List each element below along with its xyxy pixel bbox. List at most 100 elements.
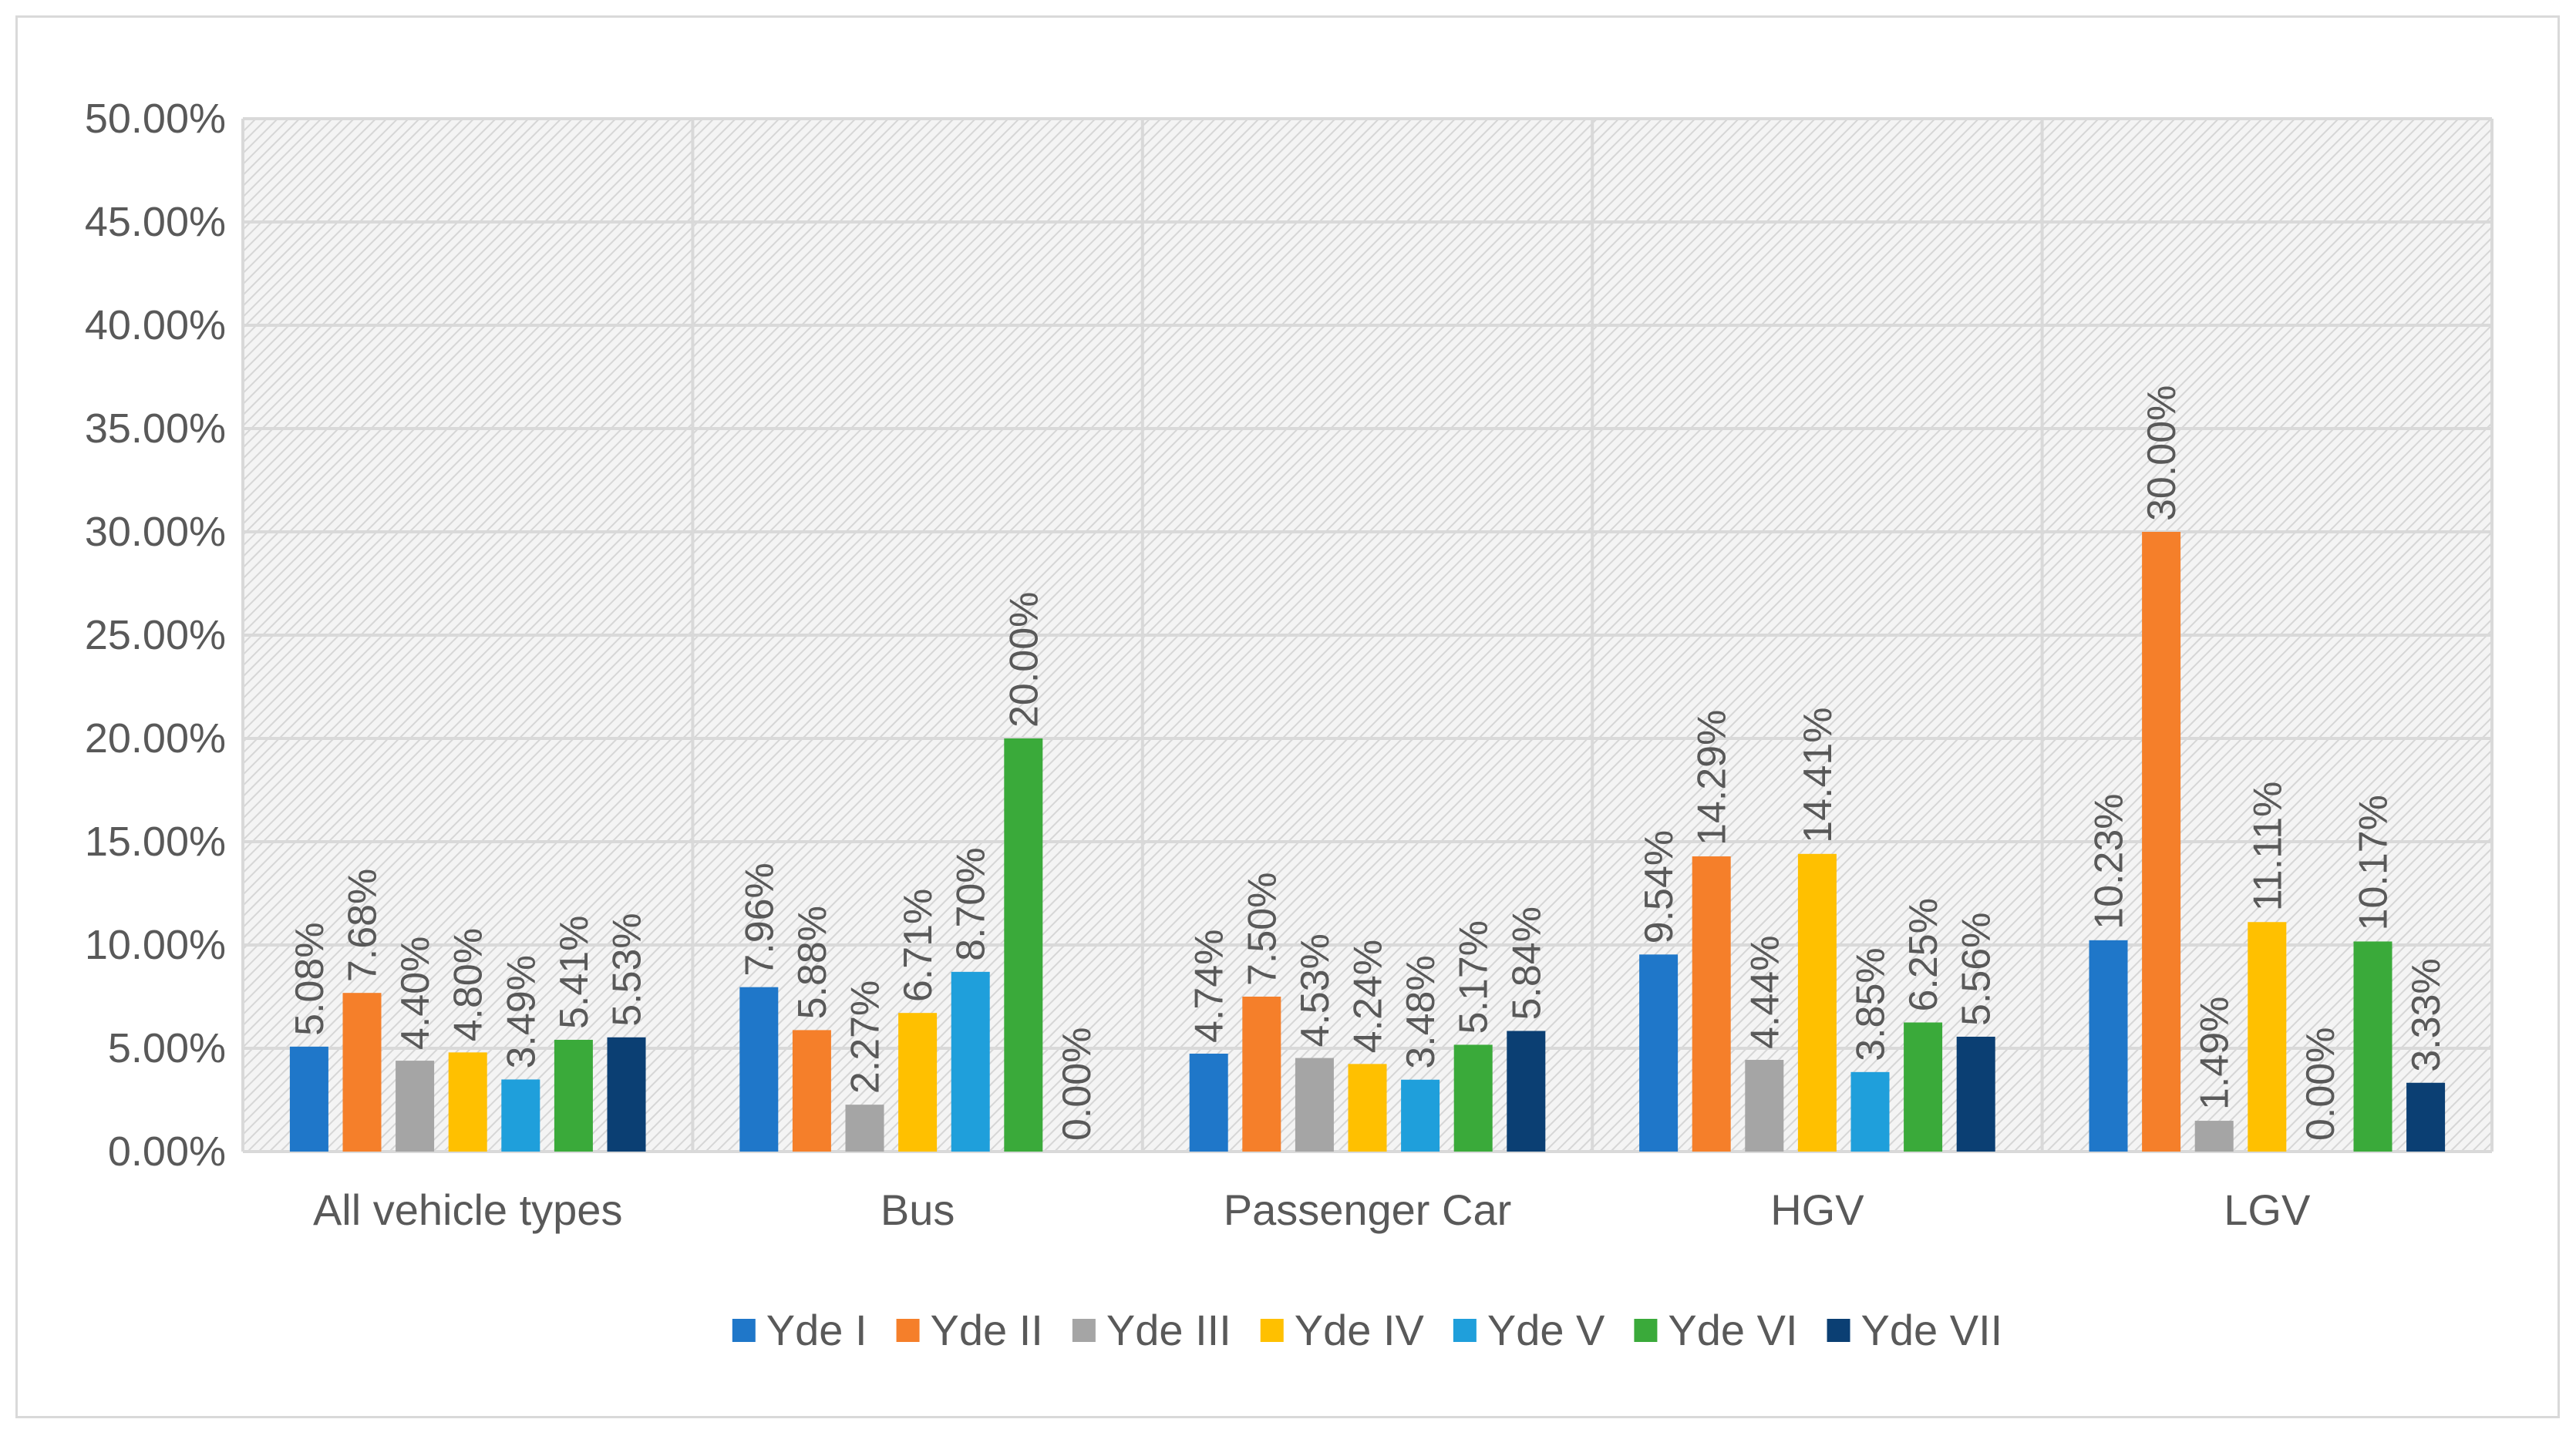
legend-label: Yde IV	[1295, 1306, 1425, 1354]
x-category-label: Passenger Car	[1224, 1185, 1512, 1234]
legend-label: Yde VII	[1861, 1306, 2003, 1354]
y-tick-label: 10.00%	[85, 922, 226, 968]
data-label: 6.25%	[1901, 898, 1946, 1011]
bar	[1242, 997, 1281, 1152]
legend-label: Yde V	[1487, 1306, 1605, 1354]
legend-swatch	[1072, 1319, 1096, 1342]
data-label: 3.49%	[499, 955, 544, 1068]
legend-swatch	[1634, 1319, 1658, 1342]
y-tick-label: 40.00%	[85, 302, 226, 348]
data-label: 1.49%	[2193, 997, 2238, 1110]
data-label: 7.96%	[737, 863, 782, 976]
legend-label: Yde III	[1106, 1306, 1231, 1354]
y-axis-ticks: 0.00% 5.00% 10.00% 15.00% 20.00% 25.00% 30.00%…	[85, 96, 226, 1175]
legend-swatch	[1827, 1319, 1850, 1342]
legend-swatch	[732, 1319, 756, 1342]
legend-item[interactable]: Yde III	[1072, 1306, 1231, 1354]
x-category-label: All vehicle types	[313, 1185, 623, 1234]
data-label: 5.41%	[552, 916, 597, 1029]
legend-item[interactable]: Yde IV	[1260, 1306, 1425, 1354]
data-label: 14.29%	[1690, 710, 1735, 846]
data-label: 5.53%	[605, 913, 650, 1026]
data-label: 3.85%	[1849, 947, 1894, 1061]
bar	[845, 1105, 884, 1152]
y-tick-label: 50.00%	[85, 96, 226, 142]
legend-item[interactable]: Yde V	[1453, 1306, 1605, 1354]
data-label: 3.48%	[1399, 955, 1443, 1068]
y-tick-label: 15.00%	[85, 819, 226, 865]
bar	[1295, 1058, 1334, 1152]
bar	[898, 1013, 938, 1152]
bar	[1904, 1022, 1943, 1152]
bar	[1745, 1060, 1784, 1152]
data-label: 0.00%	[2298, 1027, 2343, 1141]
x-category-label: LGV	[2224, 1185, 2311, 1234]
bar	[2248, 922, 2287, 1152]
data-label: 10.23%	[2087, 793, 2132, 929]
data-label: 6.71%	[896, 889, 941, 1002]
bar	[1692, 856, 1731, 1152]
legend[interactable]: Yde I Yde II Yde III Yde IV Yde V Yde VI Yde V…	[732, 1306, 2002, 1354]
data-label: 4.53%	[1293, 933, 1338, 1047]
data-label: 7.50%	[1240, 873, 1285, 986]
y-tick-label: 35.00%	[85, 405, 226, 452]
data-label: 20.00%	[1002, 592, 1046, 728]
legend-swatch	[1260, 1319, 1284, 1342]
chart-frame: 0.00% 5.00% 10.00% 15.00% 20.00% 25.00% 30.00%…	[15, 15, 2560, 1418]
data-label: 10.17%	[2352, 795, 2396, 930]
y-tick-label: 5.00%	[108, 1025, 226, 1071]
data-label: 4.44%	[1743, 936, 1787, 1049]
bar	[1453, 1044, 1493, 1152]
legend-label: Yde VI	[1668, 1306, 1797, 1354]
y-tick-label: 30.00%	[85, 509, 226, 555]
legend-item[interactable]: Yde VII	[1827, 1306, 2003, 1354]
bar	[951, 971, 990, 1152]
data-label: 5.08%	[288, 922, 332, 1035]
bar	[289, 1046, 328, 1152]
legend-item[interactable]: Yde II	[896, 1306, 1043, 1354]
y-tick-label: 45.00%	[85, 199, 226, 245]
bar	[792, 1030, 831, 1152]
data-label: 4.24%	[1346, 940, 1391, 1053]
bar	[1507, 1031, 1546, 1152]
bar	[1189, 1053, 1228, 1152]
x-category-label: Bus	[881, 1185, 955, 1234]
data-label: 5.17%	[1452, 920, 1497, 1034]
data-label: 3.33%	[2404, 958, 2449, 1071]
bar	[1348, 1064, 1387, 1152]
data-label: 4.40%	[393, 937, 438, 1050]
data-label: 5.88%	[790, 906, 835, 1019]
legend-swatch	[896, 1319, 920, 1342]
legend-item[interactable]: Yde I	[732, 1306, 867, 1354]
legend-item[interactable]: Yde VI	[1634, 1306, 1798, 1354]
bar	[1956, 1036, 1995, 1152]
y-tick-label: 20.00%	[85, 715, 226, 762]
bars	[289, 532, 2446, 1152]
data-label: 30.00%	[2140, 385, 2184, 521]
bar	[607, 1037, 646, 1152]
bar	[739, 987, 779, 1152]
bar	[1639, 954, 1679, 1152]
bar	[554, 1040, 593, 1152]
data-label: 4.80%	[446, 928, 491, 1041]
bar	[342, 993, 382, 1152]
bar	[2089, 940, 2128, 1152]
y-tick-label: 0.00%	[108, 1128, 226, 1175]
bar	[2406, 1082, 2446, 1152]
bar	[2353, 941, 2392, 1152]
data-label: 9.54%	[1637, 830, 1682, 943]
bar	[2194, 1121, 2234, 1152]
data-label: 5.56%	[1955, 913, 1999, 1026]
bar	[501, 1079, 540, 1152]
gridlines	[241, 117, 2494, 1153]
y-tick-label: 25.00%	[85, 612, 226, 658]
data-label: 7.68%	[341, 869, 386, 982]
bar	[448, 1052, 487, 1152]
data-label: 0.00%	[1055, 1027, 1099, 1141]
data-label: 11.11%	[2245, 782, 2290, 912]
bar	[1004, 738, 1043, 1152]
bar	[1797, 853, 1837, 1152]
bar	[396, 1061, 435, 1152]
data-label: 14.41%	[1796, 707, 1840, 842]
legend-label: Yde II	[931, 1306, 1043, 1354]
